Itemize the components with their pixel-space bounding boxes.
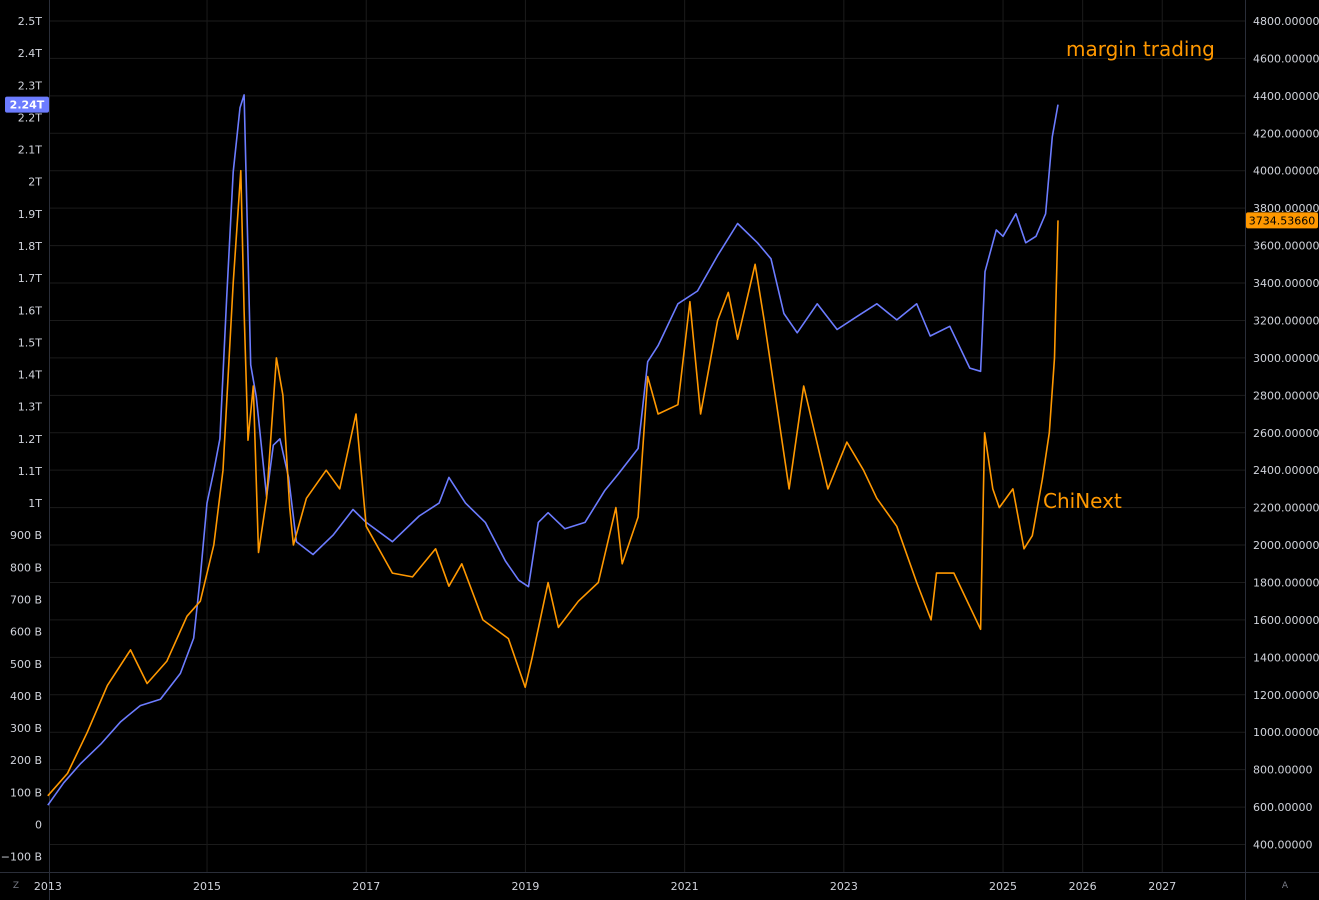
time-axis-tick-label: 2025 xyxy=(989,880,1017,893)
left-axis-tick-label: 2.1T xyxy=(18,144,42,157)
left-axis-tick-label: 2.2T xyxy=(18,111,42,124)
left-last-value-bg xyxy=(5,96,49,113)
right-axis-tick-label: 3400.00000 xyxy=(1253,277,1319,290)
annotations: margin trading ChiNext xyxy=(1043,37,1215,513)
right-axis-tick-label: 4400.00000 xyxy=(1253,90,1319,103)
right-axis-tick-label: 1800.00000 xyxy=(1253,576,1319,589)
left-axis-tick-label: 100 B xyxy=(10,786,42,799)
right-axis-tick-label: 3000.00000 xyxy=(1253,352,1319,365)
right-axis-tick-label: 3800.00000 xyxy=(1253,202,1319,215)
annotation-text[interactable]: margin trading xyxy=(1066,37,1215,61)
left-axis-tick-label: 800 B xyxy=(10,561,42,574)
left-axis-tick-label: 500 B xyxy=(10,658,42,671)
left-axis-tick-label: 600 B xyxy=(10,626,42,639)
time-axis-tick-label: 2017 xyxy=(352,880,380,893)
right-axis-tick-label: 600.00000 xyxy=(1253,801,1313,814)
left-axis-tick-label: 2.3T xyxy=(18,79,42,92)
right-axis-tick-label: 4000.00000 xyxy=(1253,165,1319,178)
axis-labels: 2.5T 2.4T 2.3T 2.2T 2.1T 2T 1.9T 1.8T 1.7T 1.6T 1.… xyxy=(1,15,1319,893)
right-axis-tick-label: 4200.00000 xyxy=(1253,127,1319,140)
right-axis-tick-label: 1200.00000 xyxy=(1253,689,1319,702)
right-axis-tick-label: 2400.00000 xyxy=(1253,464,1319,477)
left-last-value-label: 2.24T xyxy=(10,99,45,112)
time-axis-tick-label: 2026 xyxy=(1069,880,1097,893)
auto-scale-toggle-left[interactable]: Z xyxy=(12,881,20,891)
right-axis-tick-label: 4600.00000 xyxy=(1253,52,1319,65)
time-axis-tick-label: 2015 xyxy=(193,880,221,893)
left-axis-tick-label: 1T xyxy=(28,497,42,510)
series-line-margin-trading xyxy=(47,94,1059,806)
right-axis-tick-label: 4800.00000 xyxy=(1253,15,1319,28)
right-axis-tick-label: 1600.00000 xyxy=(1253,614,1319,627)
time-axis-tick-label: 2019 xyxy=(511,880,539,893)
time-axis-tick-label: 2023 xyxy=(830,880,858,893)
left-axis-tick-label: 700 B xyxy=(10,594,42,607)
left-axis-tick-label: 1.2T xyxy=(18,433,42,446)
left-axis-tick-label: 2T xyxy=(28,176,42,189)
series-line-chinext xyxy=(47,169,1059,797)
right-axis-tick-label: 3600.00000 xyxy=(1253,240,1319,253)
right-last-value-bg xyxy=(1246,212,1318,229)
series-layer xyxy=(47,94,1059,806)
left-axis-tick-label: 1.1T xyxy=(18,465,42,478)
right-axis-tick-label: 1400.00000 xyxy=(1253,651,1319,664)
right-axis-tick-label: 2000.00000 xyxy=(1253,539,1319,552)
right-axis-tick-label: 400.00000 xyxy=(1253,839,1313,852)
right-axis-tick-label: 800.00000 xyxy=(1253,764,1313,777)
time-axis-tick-label: 2027 xyxy=(1148,880,1176,893)
right-axis-tick-label: 2800.00000 xyxy=(1253,389,1319,402)
left-axis-tick-label: 2.4T xyxy=(18,47,42,60)
right-last-value-badge: 3734.53660 xyxy=(1246,212,1318,229)
left-axis-tick-label: 400 B xyxy=(10,690,42,703)
time-axis-tick-label: 2021 xyxy=(671,880,699,893)
right-axis-tick-label: 2600.00000 xyxy=(1253,427,1319,440)
left-axis-tick-label: 1.5T xyxy=(18,336,42,349)
left-last-value-badge: 2.24T xyxy=(5,96,49,113)
time-axis-tick-label: 2013 xyxy=(34,880,62,893)
annotation-text[interactable]: ChiNext xyxy=(1043,489,1122,513)
left-axis-tick-label: −100 B xyxy=(1,851,42,864)
left-axis-tick-label: 1.3T xyxy=(18,401,42,414)
left-axis-tick-label: 1.7T xyxy=(18,272,42,285)
right-last-value-label: 3734.53660 xyxy=(1249,214,1315,227)
left-axis-tick-label: 0 xyxy=(35,819,42,832)
right-axis-tick-label: 2200.00000 xyxy=(1253,502,1319,515)
left-axis-tick-label: 1.4T xyxy=(18,369,42,382)
left-axis-tick-label: 2.5T xyxy=(18,15,42,28)
left-axis-tick-label: 200 B xyxy=(10,754,42,767)
left-axis-tick-label: 1.8T xyxy=(18,240,42,253)
left-axis-tick-label: 900 B xyxy=(10,529,42,542)
right-axis-tick-label: 1000.00000 xyxy=(1253,726,1319,739)
left-axis-tick-label: 300 B xyxy=(10,722,42,735)
auto-scale-toggle-right[interactable]: A xyxy=(1281,881,1289,891)
left-axis-tick-label: 1.6T xyxy=(18,304,42,317)
left-axis-tick-label: 1.9T xyxy=(18,208,42,221)
right-axis-tick-label: 3200.00000 xyxy=(1253,314,1319,327)
